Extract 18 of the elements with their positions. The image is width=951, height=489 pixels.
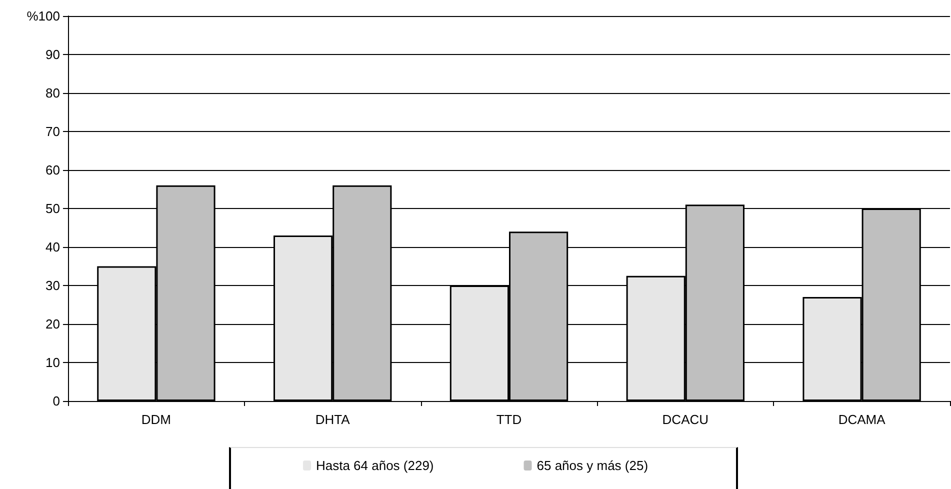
legend-label: 65 años y más (25) xyxy=(536,458,648,473)
x-tick-label: DCACU xyxy=(662,412,709,427)
y-tick-label: 40 xyxy=(46,240,60,254)
y-tick-label: 10 xyxy=(46,355,60,370)
y-tick-label: 80 xyxy=(46,86,60,100)
x-tick-label: DDM xyxy=(141,412,172,427)
y-tick-label: 0 xyxy=(52,394,60,408)
y-tick-label: %100 xyxy=(26,8,60,24)
x-tick-label: DCAMA xyxy=(838,412,886,427)
legend-label: Hasta 64 años (229) xyxy=(316,458,434,473)
x-tick-label: TTD xyxy=(496,412,522,427)
y-tick-label: 30 xyxy=(46,278,60,293)
y-tick-label: 90 xyxy=(46,47,60,62)
y-tick-label: 60 xyxy=(46,162,60,178)
y-tick-label: 70 xyxy=(46,124,60,139)
y-tick-label: 50 xyxy=(46,201,60,216)
y-tick-label: 20 xyxy=(46,316,60,332)
x-tick-label: DHTA xyxy=(315,412,350,427)
